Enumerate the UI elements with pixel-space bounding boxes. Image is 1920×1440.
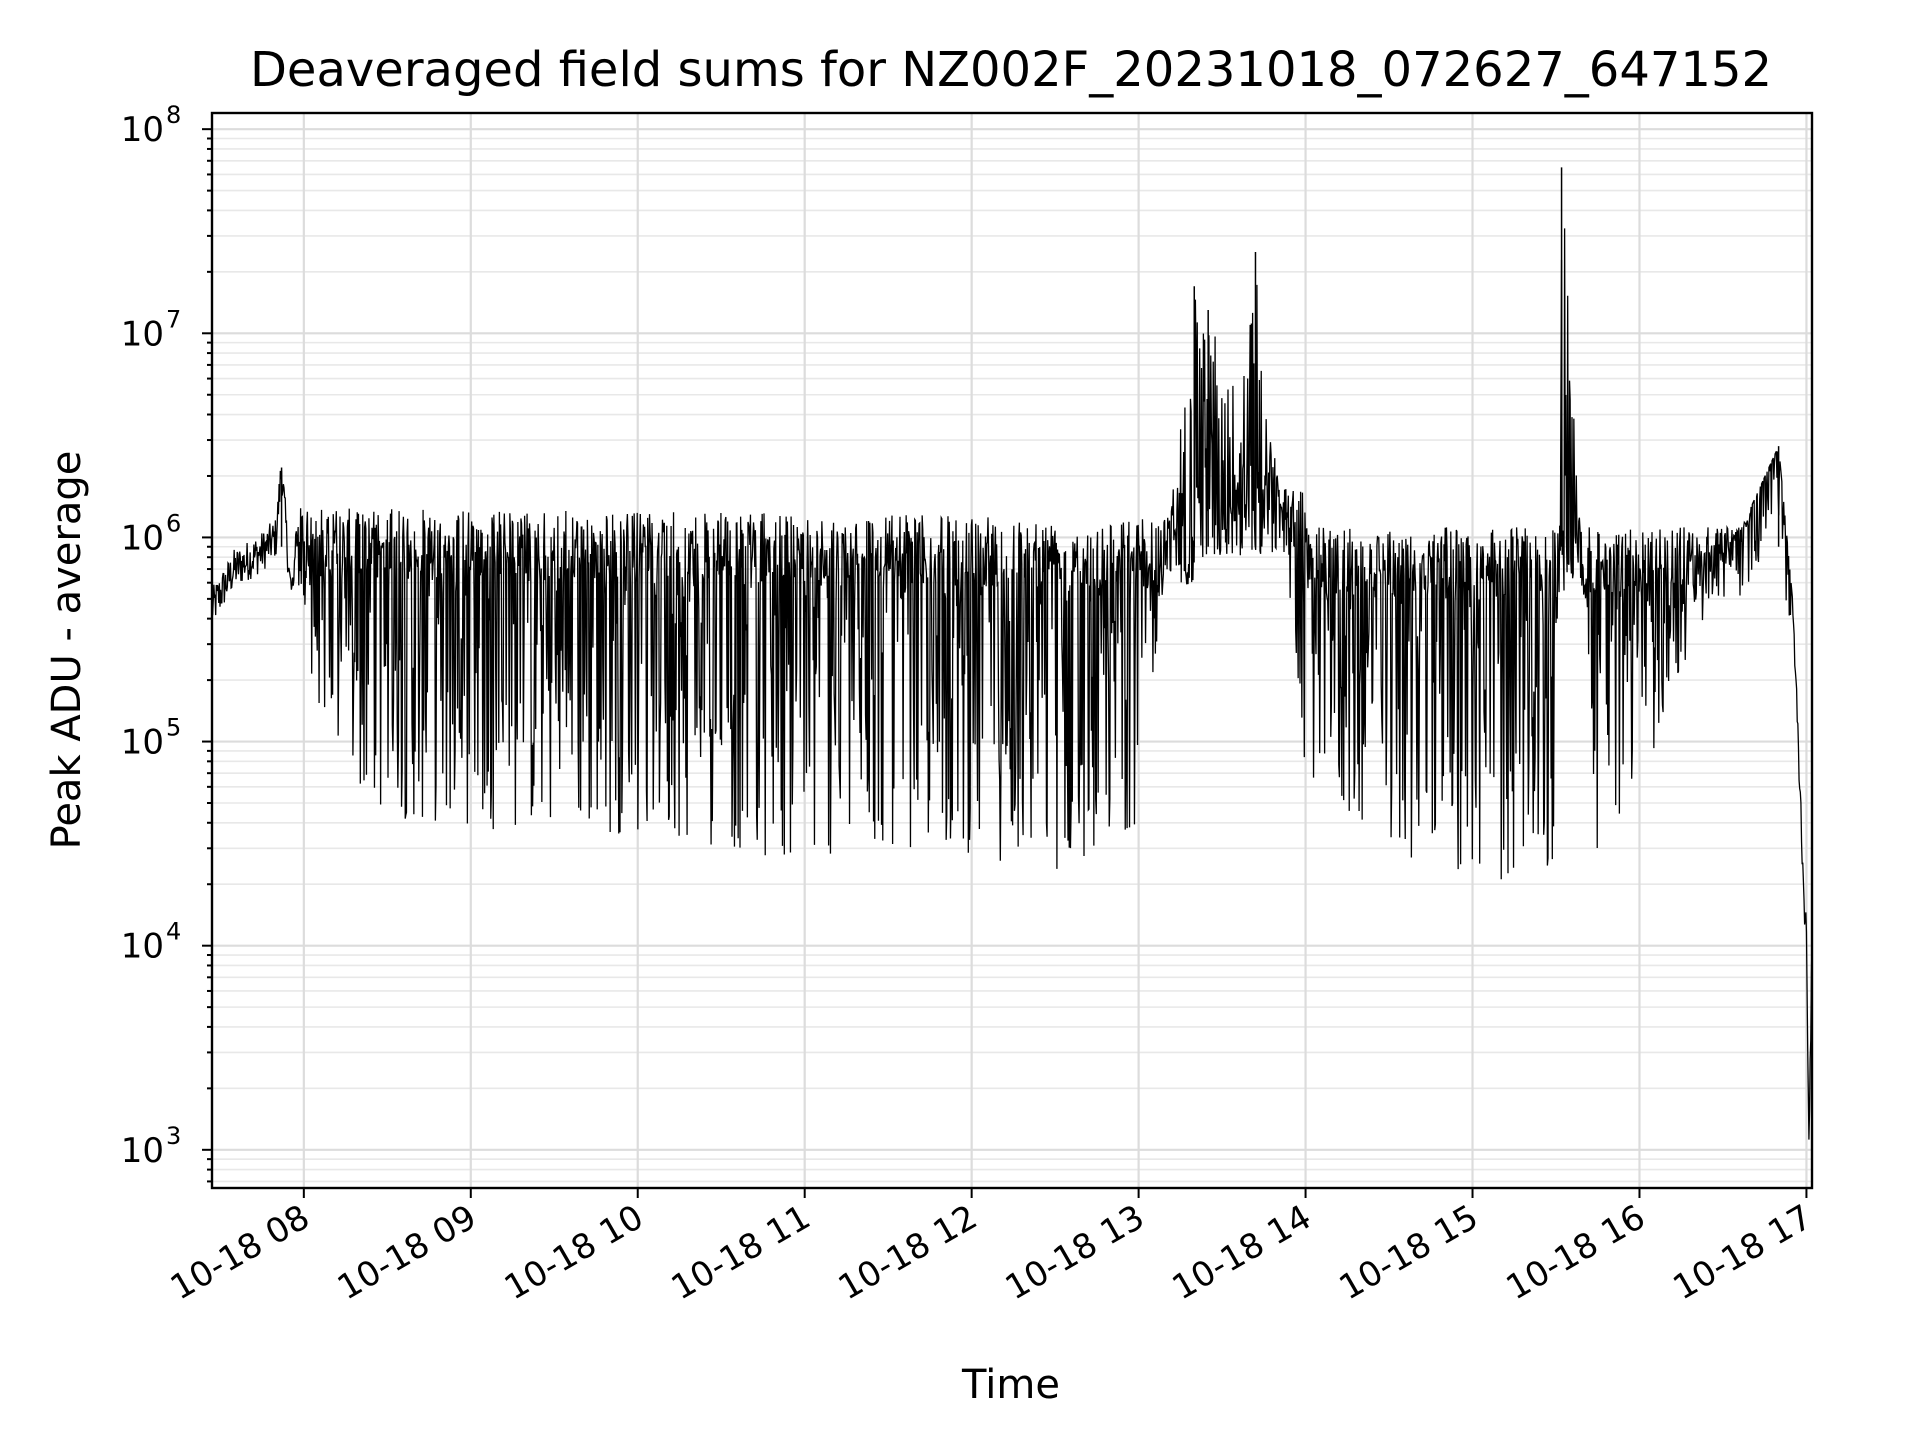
y-tick-label: 10: [121, 723, 164, 763]
major-grid: [212, 113, 1812, 1188]
y-tick-exponent: 5: [166, 714, 181, 742]
y-tick-label: 10: [121, 1131, 164, 1171]
chart-title: Deaveraged field sums for NZ002F_2023101…: [250, 42, 1772, 98]
y-tick-exponent: 6: [166, 509, 181, 537]
plot-frame: [210, 111, 1814, 1190]
y-tick-label: 10: [121, 927, 164, 967]
y-tick-label: 10: [121, 314, 164, 354]
y-tick-exponent: 7: [166, 305, 181, 333]
y-tick-exponent: 4: [166, 918, 181, 946]
y-tick-exponent: 3: [166, 1122, 181, 1150]
series-layer: [211, 167, 1813, 1140]
y-tick-label: 10: [121, 518, 164, 558]
x-axis-label: Time: [961, 1362, 1060, 1408]
y-axis-label: Peak ADU - average: [44, 451, 90, 850]
y-tick-exponent: 8: [166, 101, 181, 129]
y-tick-label: 10: [121, 110, 164, 150]
series-line: [211, 228, 1813, 1140]
